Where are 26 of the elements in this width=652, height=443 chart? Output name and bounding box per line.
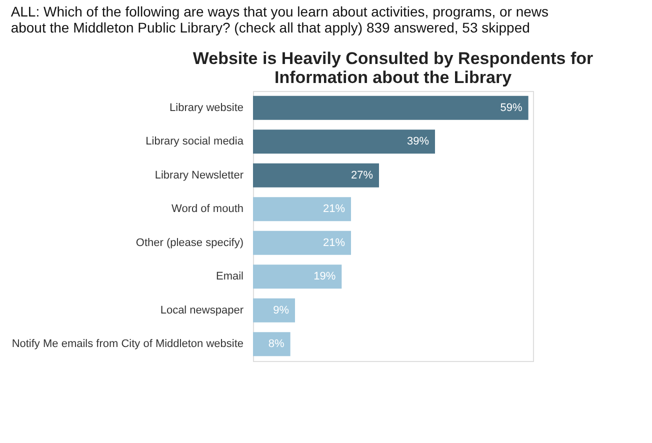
bar	[253, 96, 528, 120]
y-tick-label: Library social media	[146, 136, 244, 148]
data-label: 59%	[500, 102, 523, 114]
y-tick-label: Other (please specify)	[136, 236, 244, 249]
bar	[253, 163, 379, 188]
data-label: 39%	[406, 136, 430, 148]
y-tick-label: Local newspaper	[160, 304, 244, 316]
data-label: 9%	[273, 304, 290, 316]
bar	[253, 332, 290, 356]
bar	[253, 264, 342, 289]
bar	[253, 298, 295, 322]
y-tick-label: Library Newsletter	[154, 169, 244, 182]
data-label: 21%	[322, 236, 346, 249]
data-label: 27%	[350, 169, 374, 182]
data-label: 8%	[268, 338, 285, 350]
bar	[253, 130, 435, 154]
bar	[253, 230, 351, 255]
chart-title: Website is Heavily Consulted by Respondents for Information about the Library	[192, 49, 594, 87]
y-tick-label: Word of mouth	[172, 203, 244, 216]
y-tick-label: Library website	[170, 102, 244, 114]
y-tick-label: Email	[216, 270, 244, 283]
data-label: 21%	[322, 203, 346, 216]
bar	[253, 197, 351, 222]
data-label: 19%	[314, 270, 336, 283]
y-tick-label: Notify Me emails from City of Middleton website	[12, 338, 244, 350]
chart-subtitle: ALL: Which of the following are ways that you learn about activities, programs, or news about the Middleton Public Library? (check all that apply) 839 answered, 53 skipped	[10, 4, 549, 36]
